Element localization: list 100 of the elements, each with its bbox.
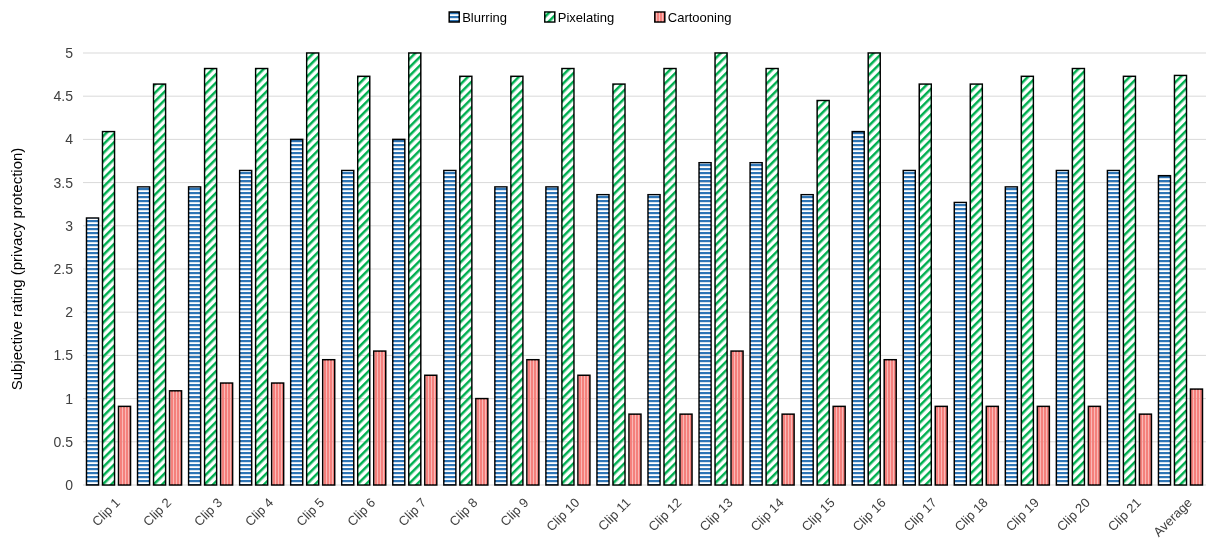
x-tick-label: Clip 17 <box>900 494 940 535</box>
y-tick-label: 0.5 <box>53 433 74 450</box>
bar <box>663 67 677 486</box>
bar <box>373 350 387 486</box>
bar <box>647 193 661 486</box>
x-tick-label: Clip 1 <box>88 494 124 530</box>
bar <box>612 83 626 486</box>
x-tick-label: Clip 20 <box>1053 494 1093 535</box>
bar <box>596 193 610 486</box>
x-tick-label: Clip 7 <box>395 494 430 530</box>
bar <box>424 374 438 486</box>
bar <box>765 67 779 486</box>
y-tick-label: 2 <box>65 304 74 321</box>
x-tick-label: Clip 12 <box>645 494 685 535</box>
bar <box>545 186 559 486</box>
bar <box>357 75 371 486</box>
bar <box>117 405 132 486</box>
bar <box>219 382 234 486</box>
bar <box>1157 174 1172 486</box>
bar <box>238 169 253 486</box>
bar <box>934 405 948 486</box>
bar <box>1055 169 1070 486</box>
bar <box>953 201 968 486</box>
y-axis-title: Subjective rating (privacy protection) <box>8 147 25 391</box>
bar <box>408 52 422 486</box>
bar <box>781 413 795 486</box>
bar <box>459 75 473 486</box>
x-tick-label: Clip 2 <box>140 494 175 530</box>
bar <box>136 186 151 486</box>
bar <box>816 99 830 486</box>
x-tick-label: Clip 16 <box>849 494 889 535</box>
bar <box>577 374 591 486</box>
bar <box>1020 75 1035 486</box>
bar <box>341 169 355 486</box>
bar <box>1189 388 1204 486</box>
x-tick-label: Clip 21 <box>1104 494 1144 535</box>
bar <box>305 52 320 486</box>
bar <box>443 169 457 486</box>
bar <box>698 161 712 486</box>
y-tick-label: 5 <box>65 44 74 61</box>
bar <box>714 52 728 486</box>
bar <box>730 350 744 486</box>
x-tick-label: Clip 3 <box>191 494 226 530</box>
bar <box>475 397 489 486</box>
bar <box>800 193 814 486</box>
bar <box>749 161 763 486</box>
y-tick-label: 1 <box>65 390 74 407</box>
bar <box>918 83 932 486</box>
bar <box>985 405 1000 486</box>
y-tick-label: 3.5 <box>53 174 74 191</box>
x-tick-label: Clip 4 <box>242 494 277 530</box>
bar <box>289 138 304 486</box>
bar <box>902 169 916 486</box>
x-tick-label: Clip 11 <box>594 494 634 534</box>
x-tick-label: Clip 13 <box>696 494 736 535</box>
bar <box>1036 405 1051 486</box>
bar <box>1071 67 1086 486</box>
y-tick-label: 0 <box>65 476 74 493</box>
bar <box>152 83 167 486</box>
bar <box>510 75 524 486</box>
bar <box>1122 75 1137 486</box>
bar <box>494 186 508 486</box>
legend-label: Cartooning <box>667 9 732 25</box>
bar <box>101 130 116 486</box>
bar <box>1173 74 1188 486</box>
bar <box>883 358 897 486</box>
bar <box>392 138 406 486</box>
bar <box>679 413 693 486</box>
x-tick-label: Clip 15 <box>798 494 838 535</box>
bar <box>254 67 269 486</box>
bar <box>526 358 540 486</box>
legend-label: Pixelating <box>557 9 615 25</box>
y-tick-label: 4 <box>65 131 74 148</box>
bar <box>203 67 218 486</box>
x-tick-label: Clip 19 <box>1002 494 1042 535</box>
bar <box>1087 405 1102 486</box>
x-tick-label: Clip 5 <box>293 494 328 530</box>
bar <box>867 52 881 486</box>
bar <box>969 83 984 486</box>
x-tick-label: Clip 6 <box>344 494 379 530</box>
x-tick-label: Clip 8 <box>446 494 481 530</box>
y-tick-label: 1.5 <box>53 347 74 364</box>
bar <box>321 358 336 486</box>
y-tick-label: 4.5 <box>53 88 74 105</box>
bar <box>832 405 846 486</box>
x-tick-label: Clip 14 <box>747 494 787 535</box>
y-tick-label: 3 <box>65 217 74 234</box>
bar <box>270 382 285 486</box>
bar <box>85 217 100 486</box>
x-tick-label: Clip 18 <box>951 494 991 535</box>
bar <box>628 413 642 486</box>
bar <box>1138 413 1153 486</box>
bar <box>851 130 865 486</box>
bar <box>168 390 183 486</box>
legend-label: Blurring <box>462 9 507 25</box>
bar <box>561 67 575 486</box>
bar <box>187 186 202 486</box>
bar <box>1004 186 1019 486</box>
bar <box>1106 169 1121 486</box>
x-tick-label: Clip 10 <box>543 494 583 535</box>
